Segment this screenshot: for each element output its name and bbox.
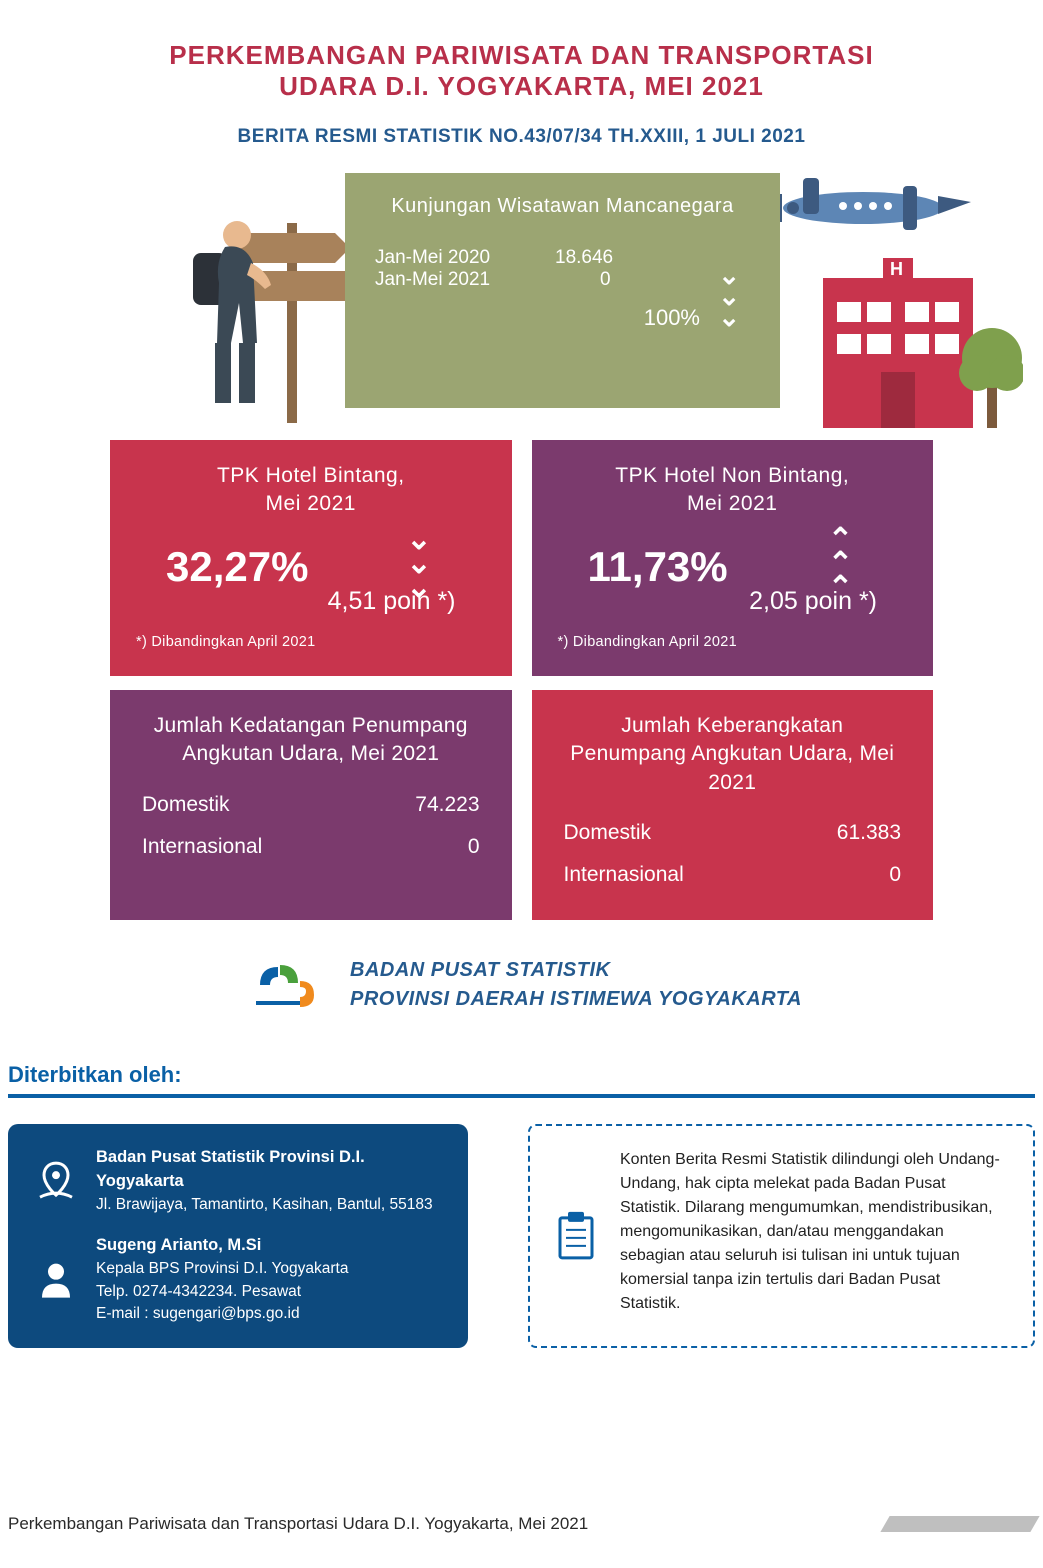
agency-name: BADAN PUSAT STATISTIK bbox=[350, 956, 802, 985]
divider bbox=[8, 1094, 1035, 1098]
visitors-card: Kunjungan Wisatawan Mancanegara Jan-Mei … bbox=[345, 173, 780, 408]
org-name: Badan Pusat Statistik Provinsi D.I. Yogy… bbox=[96, 1146, 442, 1194]
person-phone: Telp. 0274-4342234. Pesawat bbox=[96, 1283, 301, 1300]
subtitle: BERITA RESMI STATISTIK NO.43/07/34 TH.XX… bbox=[0, 126, 1043, 148]
arrow-down-icon: ⌄⌄⌄ bbox=[406, 528, 431, 600]
stat-row: Internasional 0 bbox=[564, 863, 902, 887]
footer-bar bbox=[880, 1516, 1039, 1532]
arrivals-card: Jumlah Kedatangan Penumpang Angkutan Uda… bbox=[110, 690, 512, 920]
stat-value: 0 bbox=[889, 863, 901, 887]
stat-row: Domestik 74.223 bbox=[142, 793, 480, 817]
card-title: Mei 2021 bbox=[687, 492, 777, 515]
page-title: PERKEMBANGAN PARIWISATA DAN TRANSPORTASI… bbox=[0, 0, 1043, 102]
person-icon bbox=[34, 1234, 78, 1325]
agency-block: BADAN PUSAT STATISTIK PROVINSI DAERAH IS… bbox=[250, 956, 1043, 1014]
page-footer: Perkembangan Pariwisata dan Transportasi… bbox=[8, 1514, 1035, 1534]
notice-text: Konten Berita Resmi Statistik dilindungi… bbox=[620, 1148, 1005, 1324]
tpk-star-change: 4,51 poin *) bbox=[136, 587, 486, 616]
stat-label: Domestik bbox=[142, 793, 230, 817]
copyright-notice: Konten Berita Resmi Statistik dilindungi… bbox=[528, 1124, 1035, 1348]
bps-logo-icon bbox=[250, 959, 322, 1011]
person-email: E-mail : sugengari@bps.go.id bbox=[96, 1305, 300, 1322]
card-title: Jumlah Keberangkatan Penumpang Angkutan … bbox=[564, 712, 902, 797]
tpk-nonstar-change: 2,05 poin *) bbox=[558, 587, 908, 616]
visitors-row-label: Jan-Mei 2020 bbox=[375, 247, 535, 269]
visitors-row-label: Jan-Mei 2021 bbox=[375, 269, 535, 291]
person-name: Sugeng Arianto, M.Si bbox=[96, 1234, 348, 1258]
stat-label: Domestik bbox=[564, 821, 652, 845]
visitors-title: Kunjungan Wisatawan Mancanegara bbox=[375, 193, 750, 219]
card-title: TPK Hotel Bintang, bbox=[217, 464, 405, 487]
scene-icon: H bbox=[743, 168, 1023, 428]
stat-label: Internasional bbox=[564, 863, 684, 887]
card-note: *) Dibandingkan April 2021 bbox=[558, 634, 908, 650]
visitors-change: 100% bbox=[375, 305, 750, 331]
card-title: Jumlah Kedatangan Penumpang Angkutan Uda… bbox=[142, 712, 480, 769]
contact-card: Badan Pusat Statistik Provinsi D.I. Yogy… bbox=[8, 1124, 468, 1348]
tpk-nonstar-card: TPK Hotel Non Bintang, Mei 2021 11,73% ⌃… bbox=[532, 440, 934, 676]
stat-row: Internasional 0 bbox=[142, 835, 480, 859]
arrow-down-icon: ⌄⌄⌄ bbox=[718, 265, 740, 327]
card-title: TPK Hotel Non Bintang, bbox=[615, 464, 849, 487]
tpk-star-card: TPK Hotel Bintang, Mei 2021 32,27% ⌄⌄⌄ 4… bbox=[110, 440, 512, 676]
card-title: Mei 2021 bbox=[266, 492, 356, 515]
tpk-star-value: 32,27% bbox=[136, 543, 486, 591]
stat-value: 61.383 bbox=[837, 821, 901, 845]
person-title: Kepala BPS Provinsi D.I. Yogyakarta bbox=[96, 1260, 348, 1277]
publisher-heading: Diterbitkan oleh: bbox=[8, 1062, 1035, 1088]
org-address: Jl. Brawijaya, Tamantirto, Kasihan, Bant… bbox=[96, 1196, 433, 1213]
stat-row: Domestik 61.383 bbox=[564, 821, 902, 845]
footer-text: Perkembangan Pariwisata dan Transportasi… bbox=[8, 1514, 588, 1534]
hero-section: Kunjungan Wisatawan Mancanegara Jan-Mei … bbox=[0, 168, 1043, 428]
map-pin-icon bbox=[34, 1146, 78, 1216]
publisher-section: Diterbitkan oleh: Badan Pusat Statistik … bbox=[8, 1062, 1035, 1348]
departures-card: Jumlah Keberangkatan Penumpang Angkutan … bbox=[532, 690, 934, 920]
tpk-nonstar-value: 11,73% bbox=[558, 543, 908, 591]
card-note: *) Dibandingkan April 2021 bbox=[136, 634, 486, 650]
visitors-row: Jan-Mei 2021 0 bbox=[375, 269, 750, 291]
arrow-up-icon: ⌃⌃⌃ bbox=[828, 528, 853, 600]
visitors-row: Jan-Mei 2020 18.646 bbox=[375, 247, 750, 269]
visitors-row-value: 0 bbox=[555, 269, 611, 291]
clipboard-icon bbox=[554, 1148, 598, 1324]
stat-value: 0 bbox=[468, 835, 480, 859]
stat-label: Internasional bbox=[142, 835, 262, 859]
stat-value: 74.223 bbox=[415, 793, 479, 817]
svg-text:H: H bbox=[890, 259, 903, 279]
visitors-row-value: 18.646 bbox=[555, 247, 613, 269]
agency-subname: PROVINSI DAERAH ISTIMEWA YOGYAKARTA bbox=[350, 985, 802, 1014]
